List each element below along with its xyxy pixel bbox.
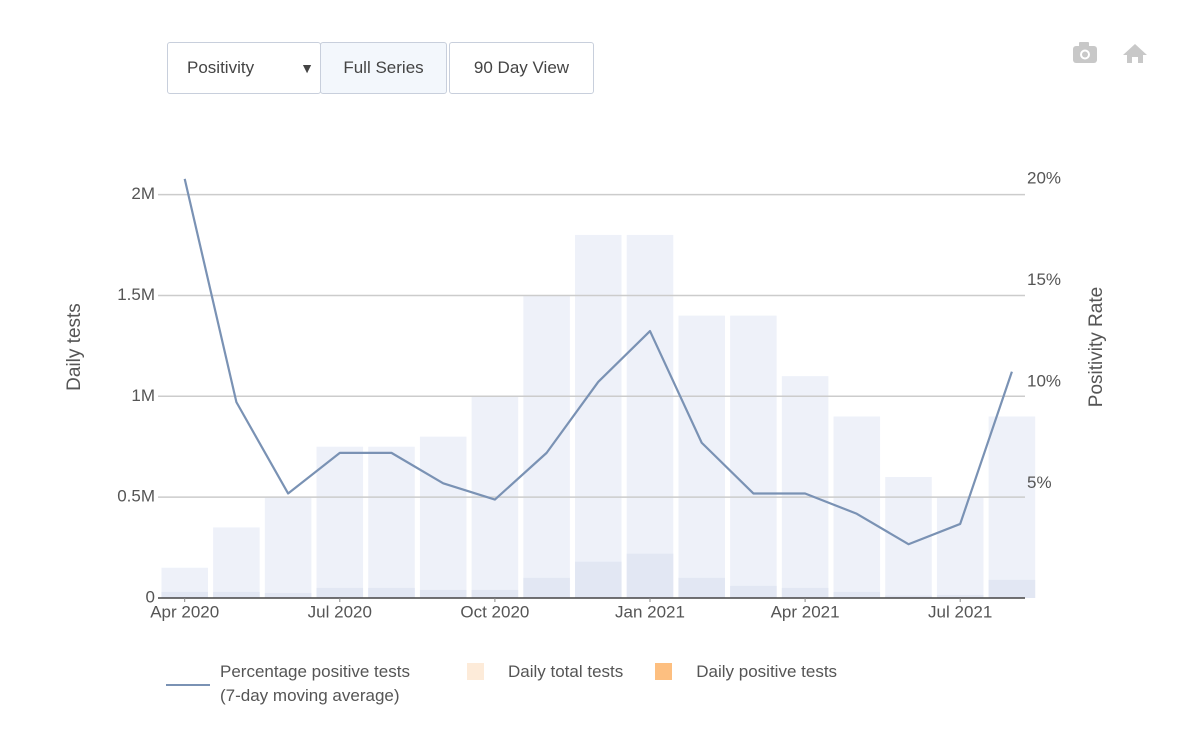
- y-tick-label: 1M: [131, 386, 155, 405]
- legend-label: Daily total tests: [508, 662, 624, 681]
- bar: [368, 446, 415, 598]
- bar: [730, 315, 777, 598]
- x-tick-label: Jul 2021: [928, 602, 992, 621]
- legend-label: Daily positive tests: [696, 662, 838, 681]
- camera-icon[interactable]: [1073, 42, 1097, 63]
- button-label: Full Series: [343, 58, 424, 77]
- positivity-line: [183, 178, 1013, 546]
- bar: [936, 497, 984, 598]
- button-label: 90 Day View: [473, 58, 570, 77]
- ninety-day-button[interactable]: 90 Day View: [449, 42, 594, 94]
- dropdown-arrow: ▼: [300, 60, 314, 76]
- y2-tick-label: 5%: [1027, 473, 1052, 492]
- full-series-button[interactable]: Full Series: [320, 42, 447, 94]
- bar: [988, 579, 1036, 598]
- bar: [523, 295, 570, 598]
- y-tick-label: 0: [146, 587, 155, 606]
- x-tick-label: Oct 2020: [460, 602, 529, 621]
- bar: [575, 234, 622, 598]
- legend-item[interactable]: Daily total tests: [467, 660, 623, 684]
- bar: [213, 591, 260, 598]
- bar: [316, 446, 364, 598]
- legend-item[interactable]: Percentage positive tests (7-day moving …: [166, 660, 435, 708]
- bar: [988, 416, 1036, 598]
- y2-tick-label: 15%: [1027, 270, 1061, 289]
- x-tick-label: Apr 2021: [771, 602, 840, 621]
- legend-swatch: [166, 684, 210, 686]
- bar: [471, 589, 519, 598]
- y-axis-title: Daily tests: [64, 303, 85, 391]
- x-tick-label: Jan 2021: [615, 602, 685, 621]
- bar: [626, 234, 674, 598]
- x-tick-label: Jul 2020: [308, 602, 372, 621]
- bar: [161, 591, 208, 598]
- bar: [626, 553, 674, 598]
- bar: [264, 497, 312, 598]
- lines: [183, 178, 1013, 546]
- legend-item[interactable]: Daily positive tests: [655, 660, 837, 684]
- bar: [264, 592, 312, 598]
- bar: [316, 587, 364, 598]
- bar: [936, 594, 984, 598]
- bar: [781, 376, 829, 598]
- bar: [730, 585, 777, 598]
- bar: [213, 527, 260, 598]
- y-tick-label: 1.5M: [117, 285, 155, 304]
- bar: [368, 587, 415, 598]
- y-tick-label: 0.5M: [117, 487, 155, 506]
- x-tick-label: Apr 2020: [150, 602, 219, 621]
- legend-label: Percentage positive tests (7-day moving …: [220, 662, 410, 705]
- home-icon[interactable]: [1123, 44, 1147, 63]
- y2-tick-label: 20%: [1027, 168, 1061, 187]
- bar: [678, 315, 725, 598]
- grid: [158, 193, 1025, 599]
- legend-swatch: [655, 663, 673, 680]
- bar: [678, 577, 725, 598]
- bar: [885, 595, 932, 598]
- legend-swatch: [467, 663, 484, 680]
- bar: [781, 587, 829, 598]
- y2-tick-label: 10%: [1027, 371, 1061, 390]
- bar: [419, 436, 467, 598]
- bar: [419, 589, 467, 598]
- y2-axis-title: Positivity Rate: [1086, 287, 1107, 407]
- y-tick-label: 2M: [131, 184, 155, 203]
- select-label: Positivity: [187, 58, 255, 77]
- bar: [575, 561, 622, 598]
- bar: [833, 591, 881, 598]
- metric-select[interactable]: Positivity ▼: [167, 42, 321, 94]
- bar: [523, 577, 570, 598]
- legend: Percentage positive tests (7-day moving …: [166, 660, 869, 708]
- bars: [161, 234, 1036, 598]
